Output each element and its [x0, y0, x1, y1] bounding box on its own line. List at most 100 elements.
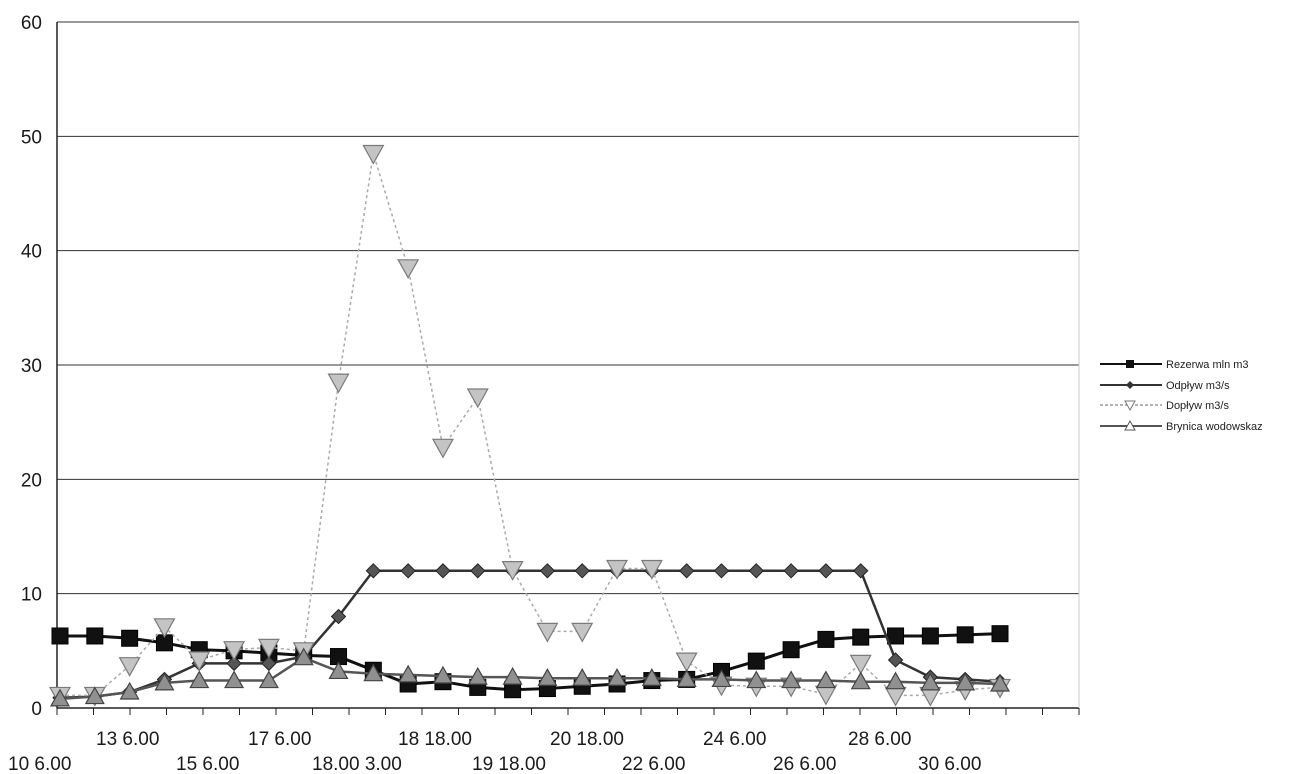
- data-point: [885, 671, 906, 690]
- legend-marker-triangle-down: [1124, 400, 1136, 412]
- data-point: [121, 629, 139, 647]
- data-point: [748, 563, 765, 579]
- x-tick-label: 26 6.00: [773, 754, 836, 774]
- y-tick-labels: 0 10 20 30 40 50 60: [21, 13, 42, 720]
- data-point: [887, 652, 904, 668]
- series-line: [60, 153, 1001, 697]
- series-2: [48, 144, 1012, 707]
- data-point: [676, 669, 697, 688]
- data-point: [365, 563, 382, 579]
- y-tick-label: 20: [21, 470, 42, 491]
- data-point: [815, 670, 836, 689]
- data-point: [572, 668, 593, 686]
- data-point: [849, 654, 872, 675]
- data-point: [781, 670, 802, 689]
- legend-label: Rezerwa mln m3: [1166, 359, 1249, 371]
- legend: Rezerwa mln m3 Odpływ m3/s Dopływ m3/s B…: [1100, 359, 1263, 433]
- data-point: [783, 563, 799, 579]
- data-point: [818, 563, 834, 579]
- data-point: [258, 670, 279, 689]
- x-tick-label: 17 6.00: [248, 729, 311, 750]
- data-point: [223, 641, 246, 661]
- data-point: [363, 663, 384, 682]
- data-point: [257, 638, 280, 659]
- data-point: [850, 671, 871, 690]
- series-layer: [48, 144, 1012, 707]
- data-point: [641, 668, 662, 686]
- x-tick-label: 20 18.00: [550, 729, 624, 750]
- legend-marker-diamond: [1126, 381, 1134, 389]
- x-tick-labels: 13 6.00 17 6.00 18 18.00 20 18.00 24 6.0…: [8, 729, 981, 774]
- data-point: [467, 666, 488, 685]
- data-point: [991, 625, 1009, 643]
- data-point: [189, 670, 210, 689]
- y-tick-label: 60: [21, 13, 42, 34]
- x-tick-label: 13 6.00: [96, 729, 159, 750]
- data-point: [956, 626, 974, 644]
- legend-entry: Brynica wodowskaz: [1100, 419, 1263, 433]
- data-point: [154, 672, 175, 691]
- y-tick-label: 40: [21, 242, 42, 263]
- y-tick-label: 30: [21, 356, 42, 377]
- data-point: [327, 373, 350, 394]
- data-point: [398, 664, 419, 683]
- data-point: [817, 630, 835, 648]
- data-point: [711, 669, 732, 688]
- y-tick-label: 10: [21, 585, 42, 606]
- legend-entry: Odpływ m3/s: [1100, 380, 1230, 392]
- data-point: [607, 668, 628, 686]
- data-point: [188, 651, 211, 672]
- data-point: [537, 668, 558, 686]
- data-point: [574, 563, 590, 579]
- data-point: [400, 563, 416, 579]
- data-point: [539, 563, 556, 579]
- data-point: [852, 628, 870, 646]
- data-point: [746, 670, 767, 689]
- x-tick-label: 24 6.00: [703, 729, 766, 750]
- legend-entry: Dopływ m3/s: [1100, 400, 1229, 412]
- data-point: [328, 661, 349, 680]
- data-point: [118, 657, 141, 677]
- y-tick-label: 0: [31, 699, 42, 720]
- data-point: [853, 563, 869, 579]
- data-point: [466, 388, 489, 409]
- data-point: [84, 686, 105, 705]
- legend-entry: Rezerwa mln m3: [1100, 359, 1249, 371]
- data-point: [989, 673, 1011, 692]
- data-point: [362, 144, 385, 165]
- data-point: [86, 627, 104, 645]
- legend-label: Brynica wodowskaz: [1166, 421, 1263, 433]
- y-tick-label: 50: [21, 127, 42, 148]
- data-point: [397, 259, 420, 280]
- x-tick-label: 10 6.00: [8, 754, 71, 774]
- data-point: [470, 563, 486, 579]
- legend-marker-triangle-up: [1124, 419, 1136, 431]
- data-point: [435, 563, 451, 579]
- data-point: [501, 561, 524, 581]
- data-point: [571, 622, 594, 643]
- axes: [56, 22, 1080, 715]
- data-point: [606, 559, 629, 580]
- gridlines: [57, 21, 1079, 595]
- data-point: [432, 665, 453, 684]
- legend-marker-square: [1126, 360, 1134, 368]
- x-tick-label: 19 18.00: [472, 754, 546, 774]
- series-line: [59, 656, 1001, 701]
- data-point: [330, 608, 347, 625]
- legend-label: Odpływ m3/s: [1166, 380, 1230, 392]
- data-point: [782, 641, 800, 659]
- data-point: [747, 652, 765, 670]
- series-line: [60, 632, 1001, 692]
- data-point: [536, 622, 559, 643]
- x-tick-label: 18.00 3.00: [312, 754, 402, 774]
- data-point: [675, 652, 698, 673]
- x-tick-label: 30 6.00: [918, 754, 981, 774]
- legend-label: Dopływ m3/s: [1166, 400, 1229, 412]
- data-point: [153, 618, 176, 639]
- data-point: [921, 627, 939, 645]
- data-point: [431, 438, 454, 459]
- x-tick-label: 15 6.00: [176, 754, 239, 774]
- series-line: [59, 569, 1001, 699]
- data-point: [678, 563, 695, 579]
- data-point: [51, 627, 69, 645]
